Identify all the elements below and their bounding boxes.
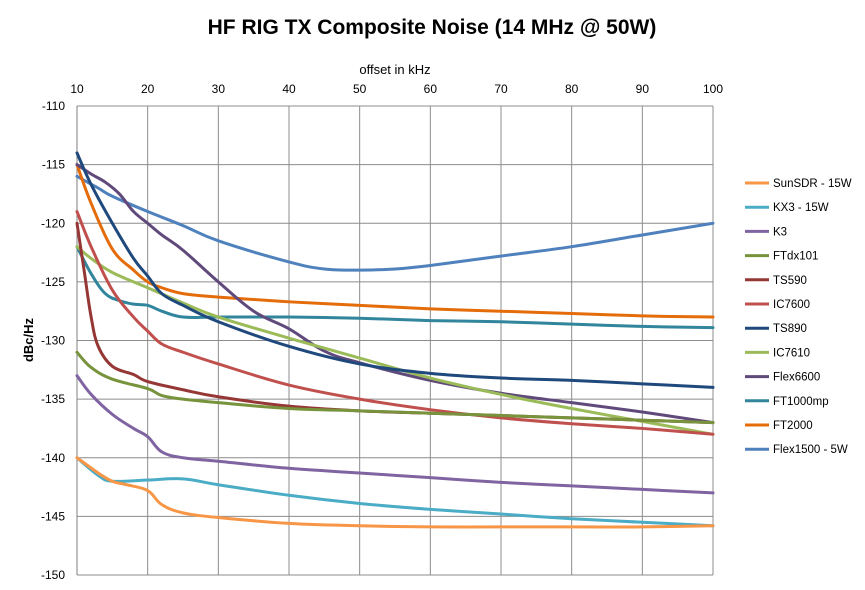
- series-line-ic7610: [75, 245, 715, 436]
- series-line-ts890: [75, 151, 715, 389]
- legend-label-flex1500-5w: Flex1500 - 5W: [773, 444, 848, 456]
- x-axis-label: offset in kHz: [359, 62, 430, 77]
- series-line-ic7600: [75, 210, 715, 436]
- y-tick-label: -145: [41, 509, 65, 523]
- x-tick-label: 70: [494, 82, 508, 96]
- legend-label-ft1000mp: FT1000mp: [773, 396, 829, 408]
- legend-label-flex6600: Flex6600: [773, 372, 820, 384]
- legend-label-ts590: TS590: [773, 275, 807, 287]
- legend-label-sunsdr-15w: SunSDR - 15W: [773, 178, 852, 190]
- legend-label-ft2000: FT2000: [773, 420, 813, 432]
- series-lines: [75, 151, 715, 529]
- series-line-flex6600: [75, 163, 715, 425]
- series-line-kx3-15w: [75, 456, 715, 528]
- legend-label-k3: K3: [773, 226, 787, 238]
- series-line-ftdx101: [75, 350, 715, 425]
- axis-ticks: 10 20 30 40 50 60 70 80 90 100 -110 -115 -120 -125 -13…: [41, 82, 723, 582]
- y-tick-label: -125: [41, 275, 65, 289]
- x-tick-label: 60: [424, 82, 438, 96]
- legend-label-ic7600: IC7600: [773, 299, 810, 311]
- y-tick-label: -135: [41, 392, 65, 406]
- y-tick-label: -120: [41, 216, 65, 230]
- series-line-ts590: [75, 221, 715, 425]
- y-tick-label: -110: [42, 99, 65, 113]
- x-tick-label: 20: [141, 82, 155, 96]
- x-tick-label: 80: [565, 82, 579, 96]
- x-tick-label: 90: [636, 82, 650, 96]
- legend-label-ftdx101: FTdx101: [773, 251, 818, 263]
- x-tick-label: 100: [703, 82, 723, 96]
- y-tick-label: -150: [41, 568, 65, 582]
- y-axis-label: dBc/Hz: [21, 317, 36, 362]
- y-tick-label: -140: [41, 451, 65, 465]
- legend-label-ts890: TS890: [773, 323, 807, 335]
- x-tick-label: 50: [353, 82, 367, 96]
- series-line-k3: [75, 374, 715, 495]
- x-tick-label: 10: [70, 82, 84, 96]
- y-tick-label: -130: [41, 334, 65, 348]
- legend-label-kx3-15w: KX3 - 15W: [773, 202, 829, 214]
- chart-title: HF RIG TX Composite Noise (14 MHz @ 50W): [208, 16, 657, 39]
- x-tick-label: 40: [282, 82, 296, 96]
- x-tick-label: 30: [212, 82, 226, 96]
- y-tick-label: -115: [42, 158, 65, 172]
- series-line-sunsdr-15w: [75, 456, 715, 529]
- legend-label-ic7610: IC7610: [773, 347, 810, 359]
- grid: [76, 105, 714, 576]
- legend: SunSDR - 15W KX3 - 15W K3 FTdx101 TS590 IC760…: [745, 178, 852, 456]
